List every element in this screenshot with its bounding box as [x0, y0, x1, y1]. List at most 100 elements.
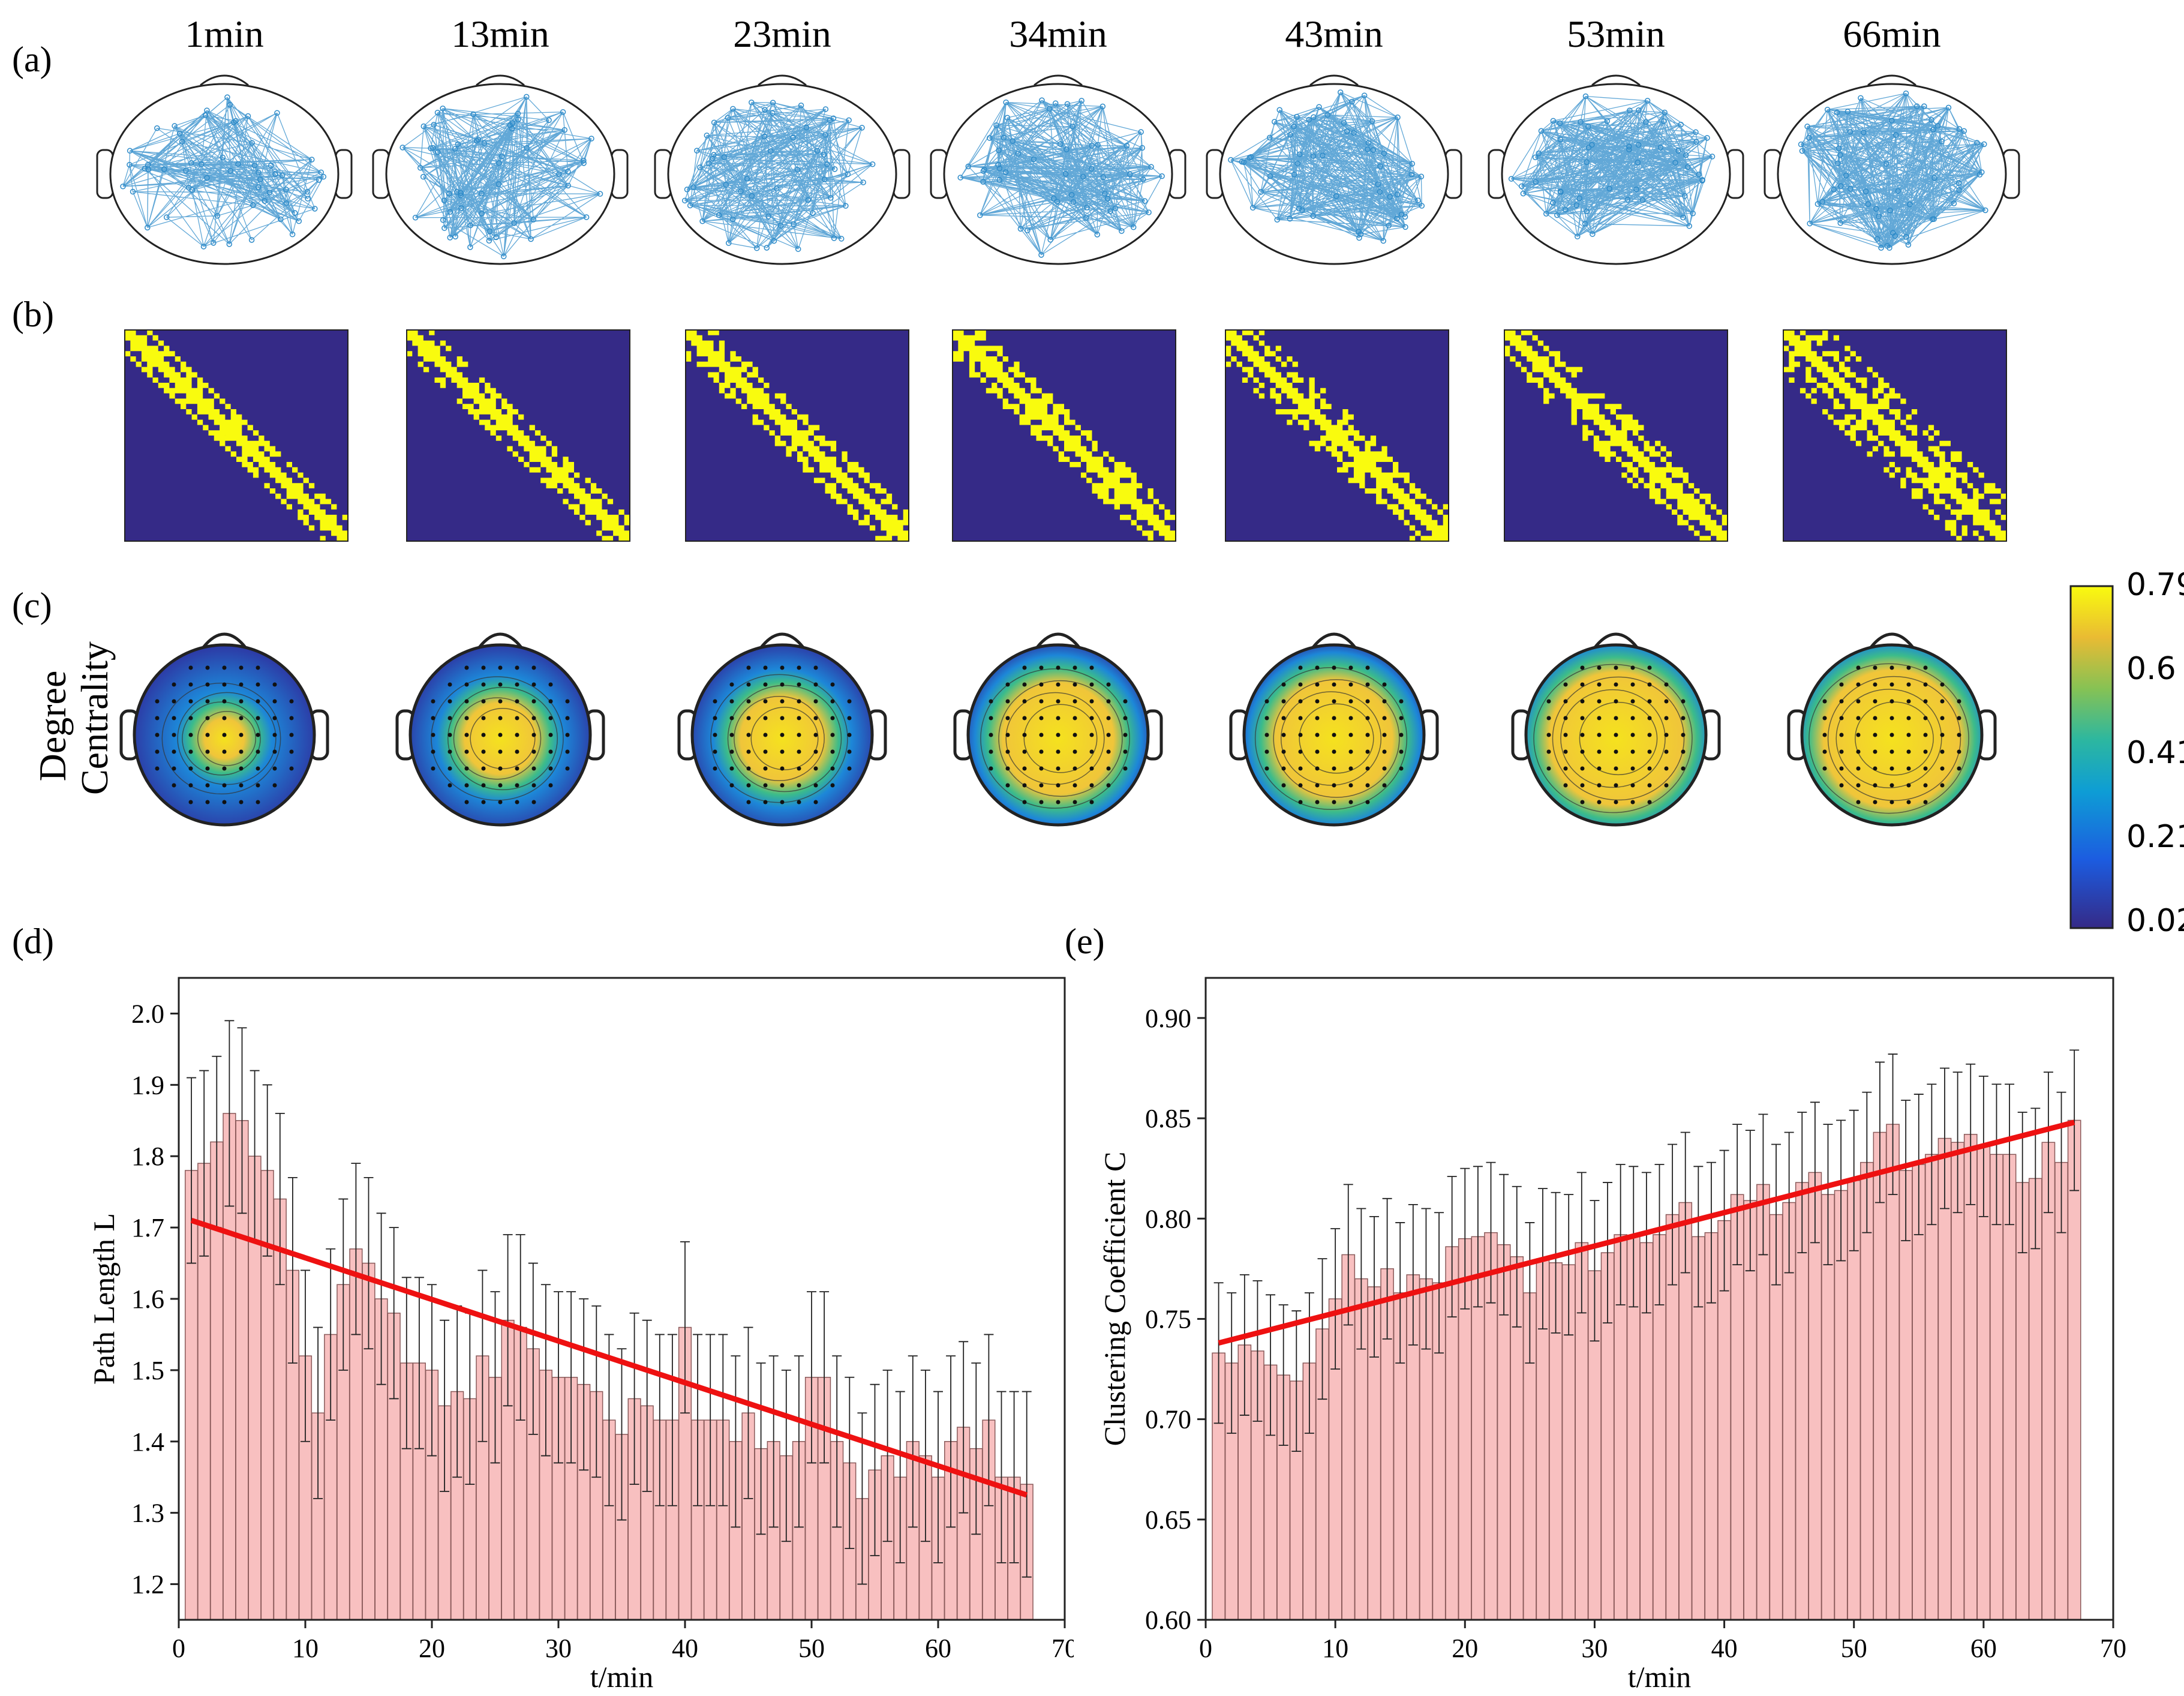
electrode-node — [1696, 172, 1702, 178]
electrode-node — [1508, 176, 1515, 182]
electrode-dot — [780, 665, 785, 670]
electrode-dot — [1923, 766, 1928, 771]
electrode-node — [980, 179, 986, 185]
electrode-node — [248, 237, 255, 243]
bar — [1963, 1134, 1978, 1620]
electrode-dot — [464, 733, 469, 737]
electrode-dot — [1664, 766, 1669, 771]
electrode-node — [1296, 151, 1303, 157]
electrode-dot — [531, 800, 536, 805]
electrode-node — [1039, 97, 1045, 103]
electrode-dot — [1056, 733, 1061, 737]
path-length-chart: 0 10 20 30 40 50 60 70 1.2 1.3 1.4 1.5 1.6 1.7 1.8 1.9 2… — [87, 977, 1074, 1694]
electrode-dot — [498, 783, 503, 788]
electrode-node — [1928, 117, 1934, 123]
electrode-dot — [239, 749, 244, 754]
electrode-node — [723, 182, 729, 188]
electrode-dot — [188, 733, 193, 737]
electrode-dot — [256, 733, 260, 737]
electrode-node — [1418, 173, 1425, 179]
error-bar — [2043, 1071, 2053, 1214]
electrode-node — [312, 206, 318, 212]
electrode-node — [845, 171, 851, 178]
error-bar — [1421, 1208, 1431, 1350]
electrode-dot — [1106, 733, 1111, 737]
y-tick-label: 1.8 — [131, 1142, 164, 1171]
electrode-node — [821, 151, 827, 158]
electrode-dot — [1647, 665, 1652, 670]
nose — [1594, 632, 1638, 649]
error-bar — [1382, 1197, 1392, 1340]
electrode-dot — [1365, 783, 1370, 788]
electrode-node — [452, 233, 458, 240]
electrode-dot — [797, 699, 801, 704]
electrode-dot — [746, 733, 751, 737]
electrode-node — [588, 136, 594, 142]
electrode-node — [1267, 134, 1273, 141]
electrode-dot — [763, 665, 768, 670]
electrode-dot — [498, 749, 503, 754]
error-bar — [1252, 1280, 1263, 1422]
electrode-node — [957, 175, 963, 181]
electrode-node — [1274, 217, 1280, 223]
error-bar — [1603, 1182, 1613, 1324]
electrode-dot — [1298, 733, 1303, 737]
electrode-dot — [548, 749, 553, 754]
electrode-node — [1686, 223, 1693, 229]
electrode-dot — [1923, 749, 1928, 754]
error-bar — [1784, 1131, 1794, 1274]
error-bar — [1408, 1203, 1418, 1346]
error-bar — [1227, 1292, 1237, 1434]
electrode-node — [1159, 173, 1165, 179]
contour-line — [1273, 679, 1400, 798]
electrode-node — [1550, 118, 1557, 124]
electrode-node — [198, 161, 205, 167]
error-bar — [338, 1198, 349, 1371]
error-bar — [187, 1077, 197, 1264]
y-tick-label: 1.3 — [131, 1499, 164, 1528]
x-tick-label: 30 — [1581, 1634, 1608, 1663]
electrode-node — [1657, 144, 1664, 151]
electrode-node — [1956, 187, 1962, 193]
electrode-dot — [1382, 682, 1387, 687]
electrode-dot — [1106, 716, 1111, 721]
electrode-node — [583, 214, 590, 220]
electrode-dot — [548, 733, 553, 737]
nose — [202, 632, 247, 649]
electrode-node — [1341, 120, 1347, 126]
electrode-dot — [1546, 733, 1551, 737]
electrode-node — [458, 193, 464, 199]
contour-line — [197, 711, 257, 766]
electrode-node — [1408, 171, 1415, 178]
network-head — [1488, 74, 1744, 265]
electrode-dot — [1906, 716, 1911, 721]
electrode-node — [753, 245, 760, 251]
error-bar — [1732, 1124, 1743, 1266]
electrode-dot — [1923, 783, 1928, 788]
electrode-dot — [1614, 749, 1618, 754]
electrode-node — [1140, 176, 1146, 182]
electrode-dot — [1957, 699, 1961, 704]
electrode-dot — [1580, 766, 1585, 771]
electrode-node — [145, 224, 151, 231]
error-bar — [718, 1334, 728, 1506]
network-graph-row — [96, 74, 2020, 265]
electrode-dot — [1681, 699, 1686, 704]
electrode-dot — [1022, 749, 1027, 754]
electrode-node — [200, 244, 207, 250]
electrode-dot — [1580, 665, 1585, 670]
electrode-dot — [1399, 766, 1404, 771]
electrode-node — [716, 212, 722, 218]
contour-line — [1552, 676, 1685, 801]
electrode-dot — [1123, 699, 1128, 704]
y-tick-label: 1.7 — [131, 1213, 164, 1242]
network-head — [372, 74, 629, 265]
electrode-dot — [1580, 749, 1585, 754]
electrode-dot — [1614, 665, 1618, 670]
electrode-dot — [813, 716, 818, 721]
electrode-dot — [1039, 733, 1044, 737]
electrode-dot — [1332, 699, 1336, 704]
electrode-dot — [1056, 716, 1061, 721]
electrode-node — [1635, 142, 1642, 148]
electrode-dot — [1630, 783, 1635, 788]
